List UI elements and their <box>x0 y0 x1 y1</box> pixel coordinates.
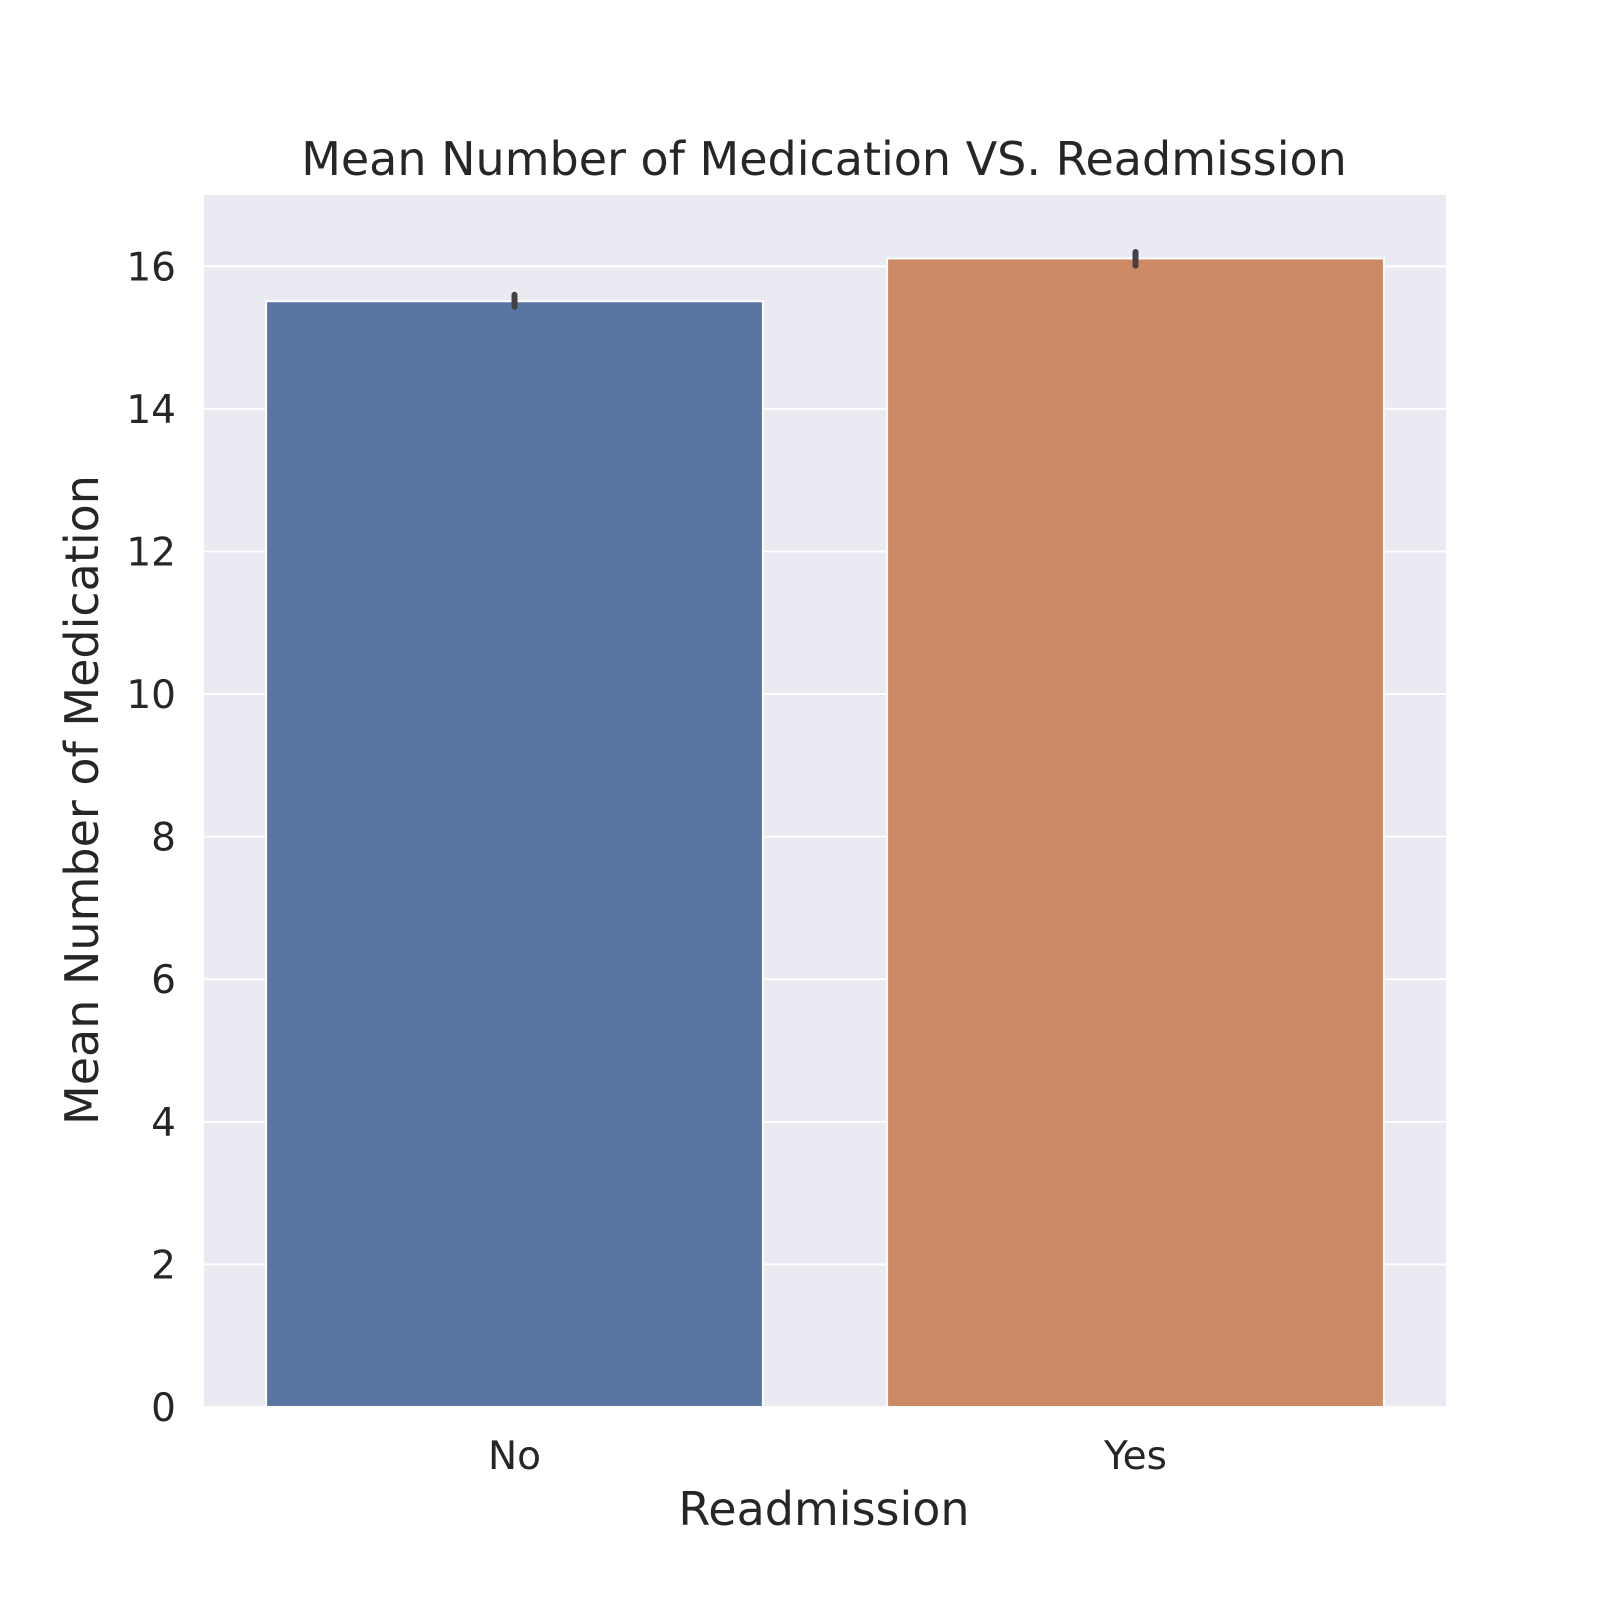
x-axis-label: Readmission <box>678 1482 969 1536</box>
y-tick-label: 2 <box>151 1243 176 1288</box>
y-tick-labels: 0 2 4 6 8 10 12 14 16 <box>126 245 176 1431</box>
x-tick-label-yes: Yes <box>1103 1434 1167 1479</box>
y-tick-label: 16 <box>126 245 176 290</box>
y-axis-label: Mean Number of Medication <box>55 475 109 1125</box>
y-tick-label: 10 <box>126 673 176 718</box>
bar-no <box>265 300 764 1408</box>
chart-title: Mean Number of Medication VS. Readmissio… <box>301 132 1347 186</box>
error-bars <box>511 249 1139 310</box>
y-tick-label: 0 <box>151 1386 176 1431</box>
y-tick-label: 12 <box>126 530 176 575</box>
y-tick-label: 6 <box>151 958 176 1003</box>
x-tick-labels: No Yes <box>488 1434 1167 1479</box>
y-tick-label: 4 <box>151 1101 176 1146</box>
y-tick-label: 14 <box>126 388 176 433</box>
y-tick-label: 8 <box>151 816 176 861</box>
bars <box>265 257 1385 1408</box>
bar-yes <box>886 257 1385 1408</box>
x-tick-label-no: No <box>488 1434 541 1479</box>
